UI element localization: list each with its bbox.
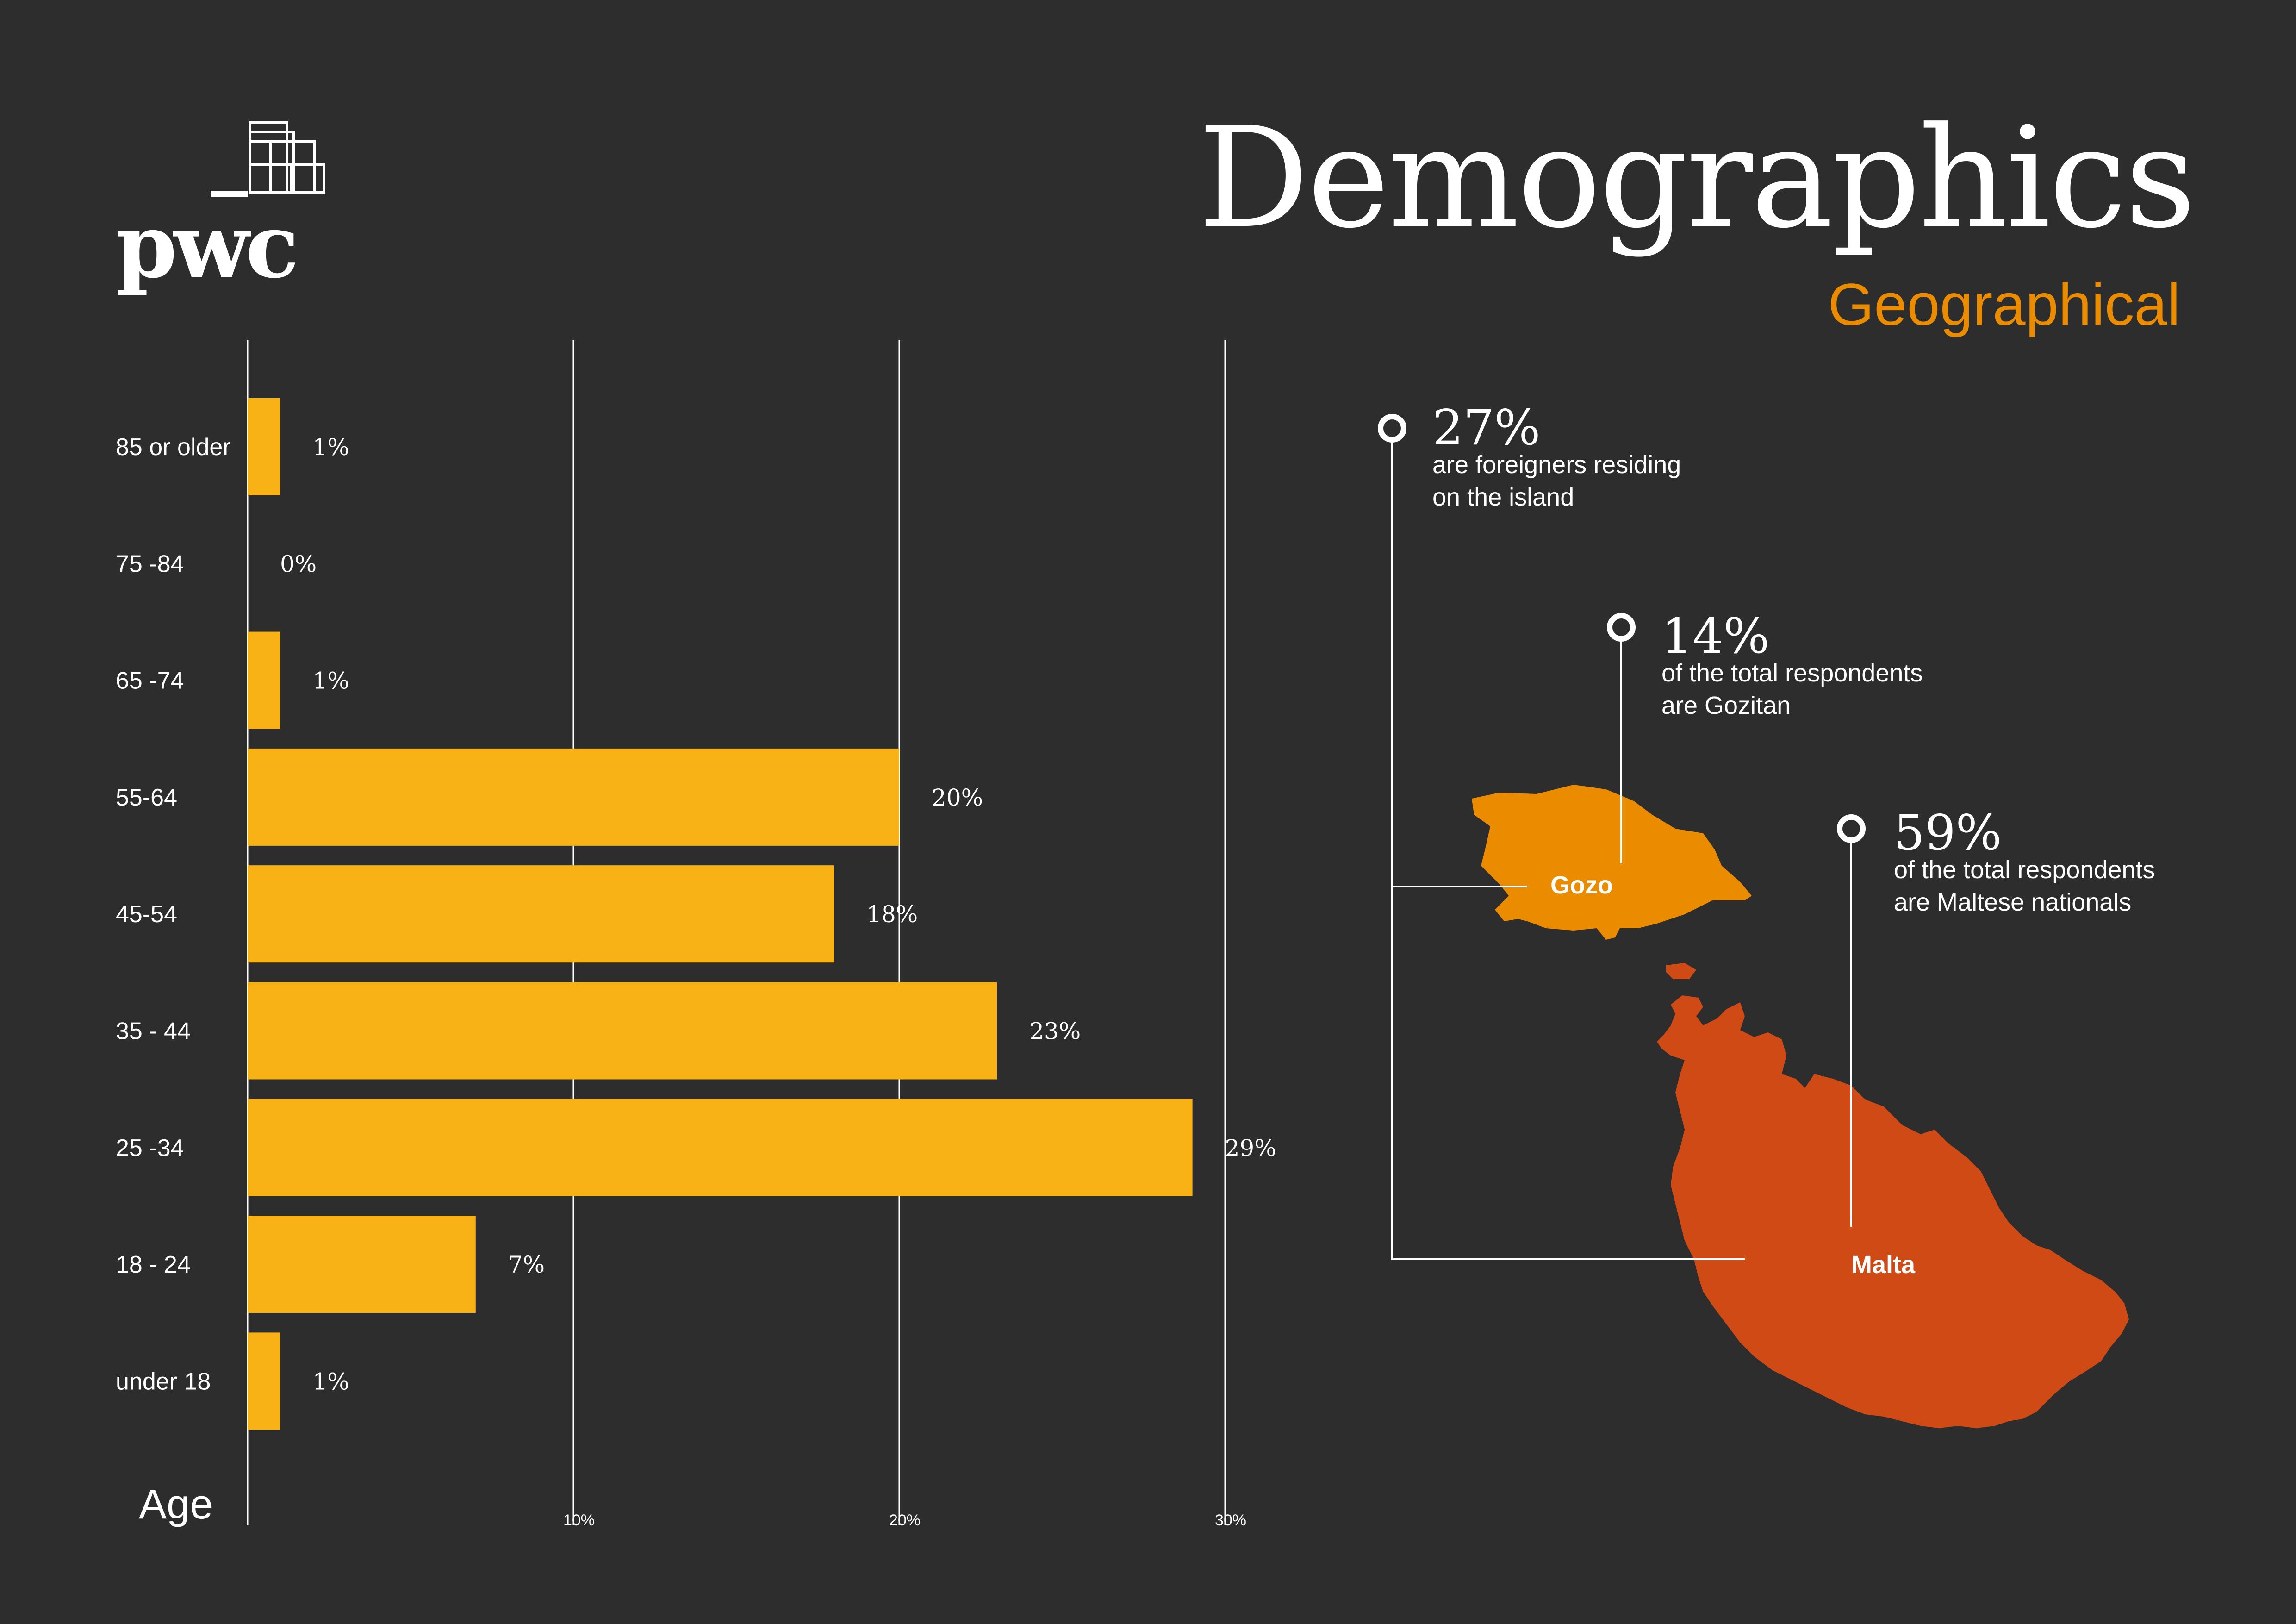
gozo-island: [1472, 785, 1752, 940]
bar: [248, 1332, 280, 1430]
x-tick-label: 20%: [889, 1512, 921, 1529]
bar: [248, 398, 280, 495]
y-tick-label: 35 - 44: [116, 1018, 191, 1045]
callout-line1: are foreigners residing: [1432, 451, 1681, 479]
comino-island: [1666, 963, 1696, 979]
data-label: 1%: [312, 1368, 349, 1395]
island-label-gozo: Gozo: [1550, 871, 1613, 899]
data-label: 0%: [280, 550, 317, 577]
page-subtitle: Geographical: [1828, 272, 2180, 338]
data-label: 23%: [1029, 1018, 1081, 1045]
bar: [248, 982, 997, 1080]
bar: [248, 1216, 476, 1313]
data-label: 7%: [508, 1251, 545, 1278]
island-label-malta: Malta: [1851, 1251, 1916, 1279]
bar: [248, 748, 899, 846]
data-label: 29%: [1225, 1135, 1276, 1162]
data-label: 1%: [312, 434, 349, 461]
y-tick-label: 18 - 24: [116, 1251, 191, 1278]
data-label: 1%: [312, 668, 349, 694]
malta-map: Gozo Malta: [1472, 785, 2129, 1428]
pwc-logo-underscore: [211, 191, 248, 197]
y-axis-title: Age: [139, 1481, 213, 1528]
callout-marker-icon: [1378, 414, 1406, 443]
bar: [248, 631, 280, 729]
callout-marker-icon: [1607, 613, 1636, 642]
callout-line1: of the total respondents: [1661, 659, 1923, 687]
y-tick-label: under 18: [116, 1368, 211, 1395]
callout-line: [1391, 887, 1745, 1260]
callout-line2: are Maltese nationals: [1894, 888, 2131, 916]
map-callouts: 27%are foreigners residing on the island 1…: [1378, 400, 2155, 1260]
callout-percent: 59%: [1894, 805, 2002, 861]
callout-line1: of the total respondents: [1894, 856, 2155, 884]
callout-line2: on the island: [1432, 483, 1574, 511]
age-bar-chart: 10% 20% 30% 85 or older 1% 75 -84 0% 65 -74 1% 55…: [116, 340, 1276, 1529]
y-tick-label: 65 -74: [116, 668, 184, 694]
bar: [248, 865, 834, 963]
x-tick-label: 10%: [563, 1512, 595, 1529]
y-tick-label: 25 -34: [116, 1135, 184, 1162]
x-tick-label: 30%: [1215, 1512, 1246, 1529]
callout-line2: are Gozitan: [1661, 692, 1791, 719]
data-label: 18%: [866, 901, 918, 928]
data-label: 20%: [932, 784, 983, 811]
pwc-logo-text: pwc: [116, 194, 299, 298]
y-tick-label: 45-54: [116, 901, 177, 928]
callout-marker-icon: [1837, 814, 1866, 843]
y-tick-label: 85 or older: [116, 434, 231, 461]
page-title: Demographics: [1198, 97, 2196, 259]
callout-percent: 27%: [1432, 400, 1540, 456]
y-tick-label: 75 -84: [116, 550, 184, 577]
pwc-logo-icon: [249, 121, 325, 194]
malta-island: [1657, 995, 2129, 1428]
y-tick-label: 55-64: [116, 784, 177, 811]
bar: [248, 1099, 1193, 1196]
callout-percent: 14%: [1661, 608, 1769, 664]
